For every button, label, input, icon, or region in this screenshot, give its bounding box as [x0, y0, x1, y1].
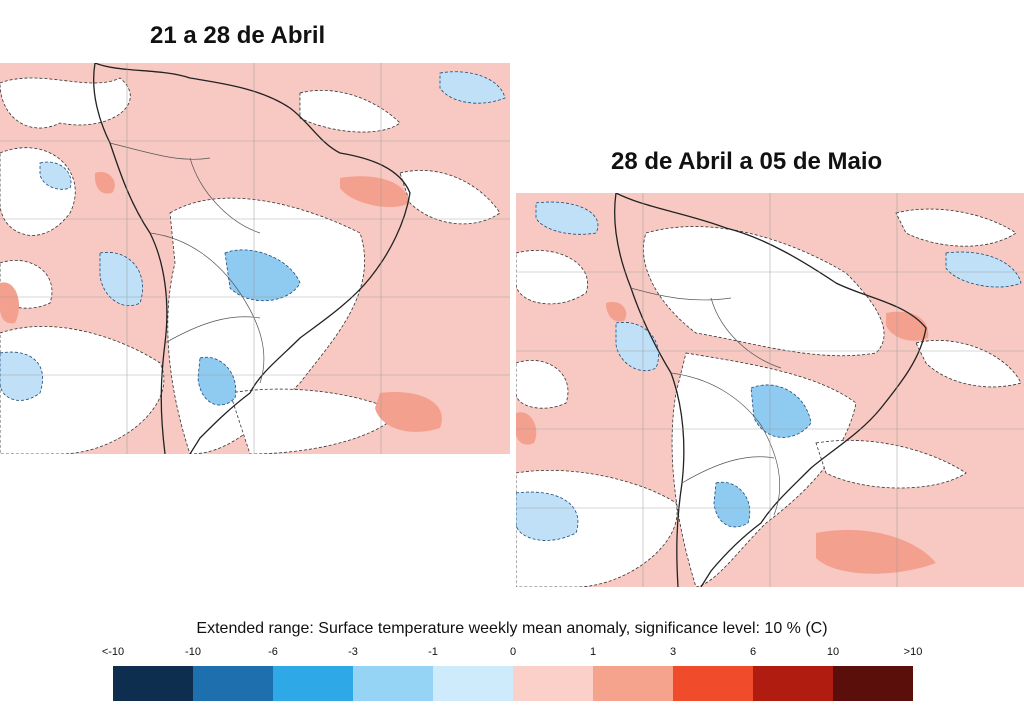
- legend-swatch: [513, 666, 593, 701]
- legend-tick-label: -6: [268, 646, 278, 658]
- cool-areas: [516, 201, 1022, 541]
- anomaly-map-week1: [0, 63, 510, 454]
- legend-swatch: [593, 666, 673, 701]
- legend-swatch: [433, 666, 513, 701]
- map-svg-week1: [0, 63, 510, 454]
- legend-swatch: [753, 666, 833, 701]
- legend-swatch: [193, 666, 273, 701]
- lat-lon-grid: [516, 193, 1024, 587]
- legend-swatch: [833, 666, 913, 701]
- legend-tick-label: <-10: [101, 646, 125, 658]
- country-borders: [109, 142, 265, 384]
- legend-swatch: [353, 666, 433, 701]
- cool-areas: [0, 71, 506, 406]
- legend-tick-label: 0: [509, 646, 517, 658]
- legend-tick-label: 3: [669, 646, 677, 658]
- legend-tick-label: 1: [589, 646, 597, 658]
- warm-strong-areas: [0, 172, 442, 432]
- legend-tick-label: -3: [348, 646, 358, 658]
- legend-swatch: [673, 666, 753, 701]
- map-title-week1: 21 a 28 de Abril: [150, 22, 326, 49]
- legend-color-bar: [113, 666, 913, 701]
- legend-swatch: [273, 666, 353, 701]
- map-svg-week2: [516, 193, 1024, 587]
- country-borders: [630, 287, 782, 516]
- legend-tick-label: -10: [185, 646, 201, 658]
- legend-tick-label: 6: [749, 646, 757, 658]
- legend-swatch: [113, 666, 193, 701]
- map-title-week2: 28 de Abril a 05 de Maio: [611, 148, 883, 175]
- legend-title: Extended range: Surface temperature week…: [196, 620, 828, 637]
- legend-tick-label: 10: [826, 646, 840, 658]
- lat-lon-grid: [0, 63, 510, 454]
- anomaly-map-week2: [516, 193, 1024, 587]
- warm-strong-areas: [516, 301, 936, 574]
- legend-tick-labels: <-10 -10 -6 -3 -1 0 1 3 6 10 >10: [0, 646, 1024, 662]
- legend-tick-label: >10: [903, 646, 923, 658]
- legend-tick-label: -1: [428, 646, 438, 658]
